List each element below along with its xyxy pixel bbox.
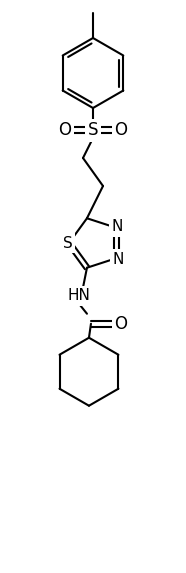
Text: N: N (111, 219, 123, 234)
Text: O: O (115, 121, 127, 139)
Text: S: S (63, 236, 73, 250)
Text: N: N (112, 252, 124, 267)
Text: S: S (88, 121, 98, 139)
Text: O: O (114, 315, 127, 333)
Text: O: O (59, 121, 71, 139)
Text: HN: HN (68, 288, 90, 303)
